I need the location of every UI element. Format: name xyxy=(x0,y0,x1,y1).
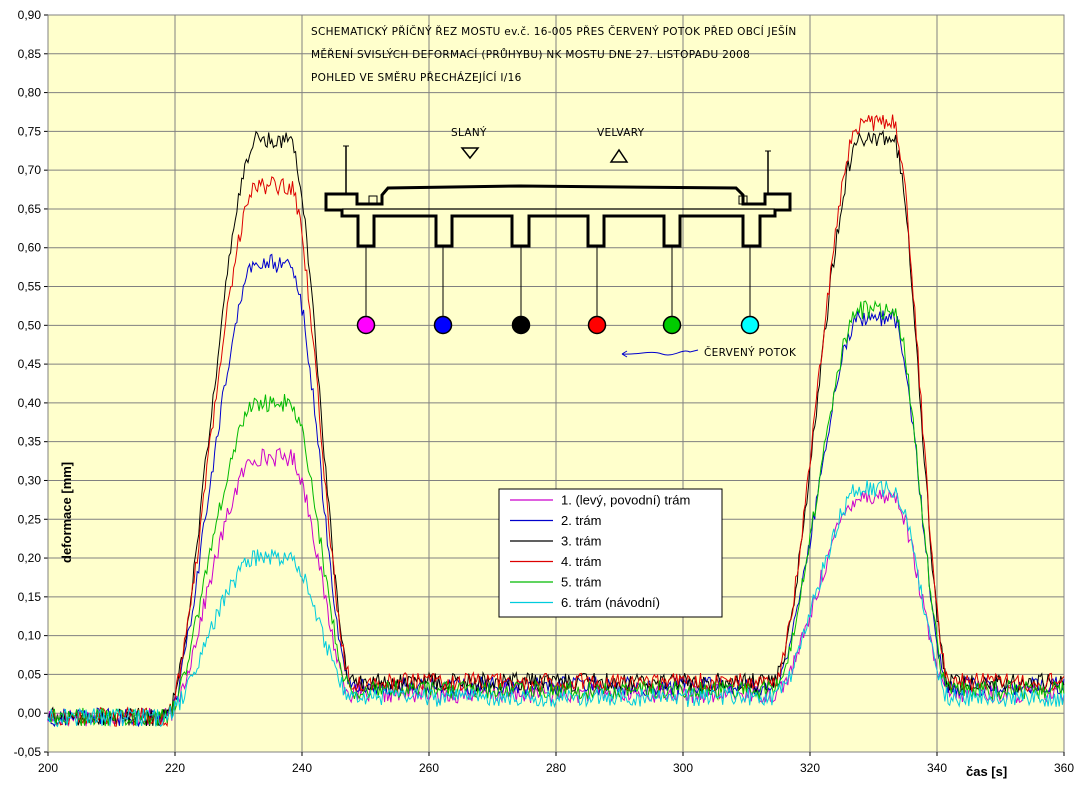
series-line-5 xyxy=(47,299,1065,727)
sensor-3-marker xyxy=(511,315,531,335)
direction-left-label: SLANÝ xyxy=(451,126,487,139)
stream-arrow-icon xyxy=(621,350,628,358)
sensor-5-marker xyxy=(662,315,682,335)
legend-entry-label: 6. trám (návodní) xyxy=(561,595,660,610)
direction-right-label: VELVARY xyxy=(597,127,645,139)
y-tick-label: 0,70 xyxy=(18,163,42,177)
diagram-title-line-1: SCHEMATICKÝ PŘÍČNÝ ŘEZ MOSTU ev.č. 16-00… xyxy=(311,25,797,38)
legend-box xyxy=(498,488,723,618)
y-tick-label: 0,55 xyxy=(18,280,42,294)
sensor-6-marker xyxy=(740,315,760,335)
legend: 1. (levý, povodní) trám 2. trám 3. trám 4. … xyxy=(498,488,723,618)
arrow-up-icon xyxy=(609,148,629,163)
y-tick-label: 0,15 xyxy=(18,590,42,604)
y-tick-labels: -0,05 0,00 0,05 0,10 0,15 0,20 0,25 0,30 0,35 0,4… xyxy=(14,8,42,759)
y-tick-label: 0,90 xyxy=(18,8,42,22)
sensor-2-marker xyxy=(433,315,453,335)
y-tick-label: 0,75 xyxy=(18,124,42,138)
y-tick-label: 0,60 xyxy=(18,241,42,255)
y-tick-label: 0,35 xyxy=(18,435,42,449)
diagram-title-line-2: MĚŘENÍ SVISLÝCH DEFORMACÍ (PRŮHYBU) NK M… xyxy=(311,48,750,61)
stream-line xyxy=(621,349,699,356)
sensor-markers xyxy=(356,246,760,335)
legend-entry-label: 5. trám xyxy=(561,575,601,590)
y-tick-label: 0,80 xyxy=(18,86,42,100)
x-tick-label: 280 xyxy=(546,761,566,775)
series-lines xyxy=(47,114,1065,728)
x-tick-label: 300 xyxy=(673,761,693,775)
arrow-down-icon xyxy=(460,147,480,160)
y-tick-label: 0,20 xyxy=(18,551,42,565)
x-tick-label: 360 xyxy=(1054,761,1074,775)
y-tick-label: 0,05 xyxy=(18,667,42,681)
y-tick-label: 0,85 xyxy=(18,47,42,61)
x-axis-title: čas [s] xyxy=(966,764,1007,779)
y-tick-label: 0,25 xyxy=(18,512,42,526)
y-tick-label: 0,65 xyxy=(18,202,42,216)
y-axis-title: deformace [mm] xyxy=(59,462,74,563)
y-tick-label: 0,40 xyxy=(18,396,42,410)
y-tick-label: -0,05 xyxy=(14,745,42,759)
x-tick-label: 320 xyxy=(800,761,820,775)
y-tick-label: 0,10 xyxy=(18,629,42,643)
x-tick-label: 240 xyxy=(292,761,312,775)
legend-entry-label: 4. trám xyxy=(561,554,601,569)
sensor-4-marker xyxy=(587,315,607,335)
series-line-6 xyxy=(47,479,1065,728)
y-tick-label: 0,50 xyxy=(18,318,42,332)
series-line-3 xyxy=(47,129,1065,727)
y-tick-label: 0,30 xyxy=(18,473,42,487)
x-tick-label: 200 xyxy=(38,761,58,775)
y-tick-label: 0,45 xyxy=(18,357,42,371)
stream-label: ČERVENÝ POTOK xyxy=(704,346,797,359)
legend-entry-label: 2. trám xyxy=(561,513,601,528)
legend-entry-label: 1. (levý, povodní) trám xyxy=(561,493,690,508)
series-line-2 xyxy=(47,253,1065,728)
diagram-title-line-3: POHLED VE SMĚRU PŘECHÁZEJÍCÍ I/16 xyxy=(311,71,522,84)
x-tick-label: 220 xyxy=(165,761,185,775)
sensor-1-marker xyxy=(356,315,376,335)
x-tick-label: 260 xyxy=(419,761,439,775)
legend-entry-label: 3. trám xyxy=(561,534,601,549)
x-tick-label: 340 xyxy=(927,761,947,775)
x-tick-labels: 200 220 240 260 280 300 320 340 360 xyxy=(38,761,1074,775)
y-tick-label: 0,00 xyxy=(18,706,42,720)
